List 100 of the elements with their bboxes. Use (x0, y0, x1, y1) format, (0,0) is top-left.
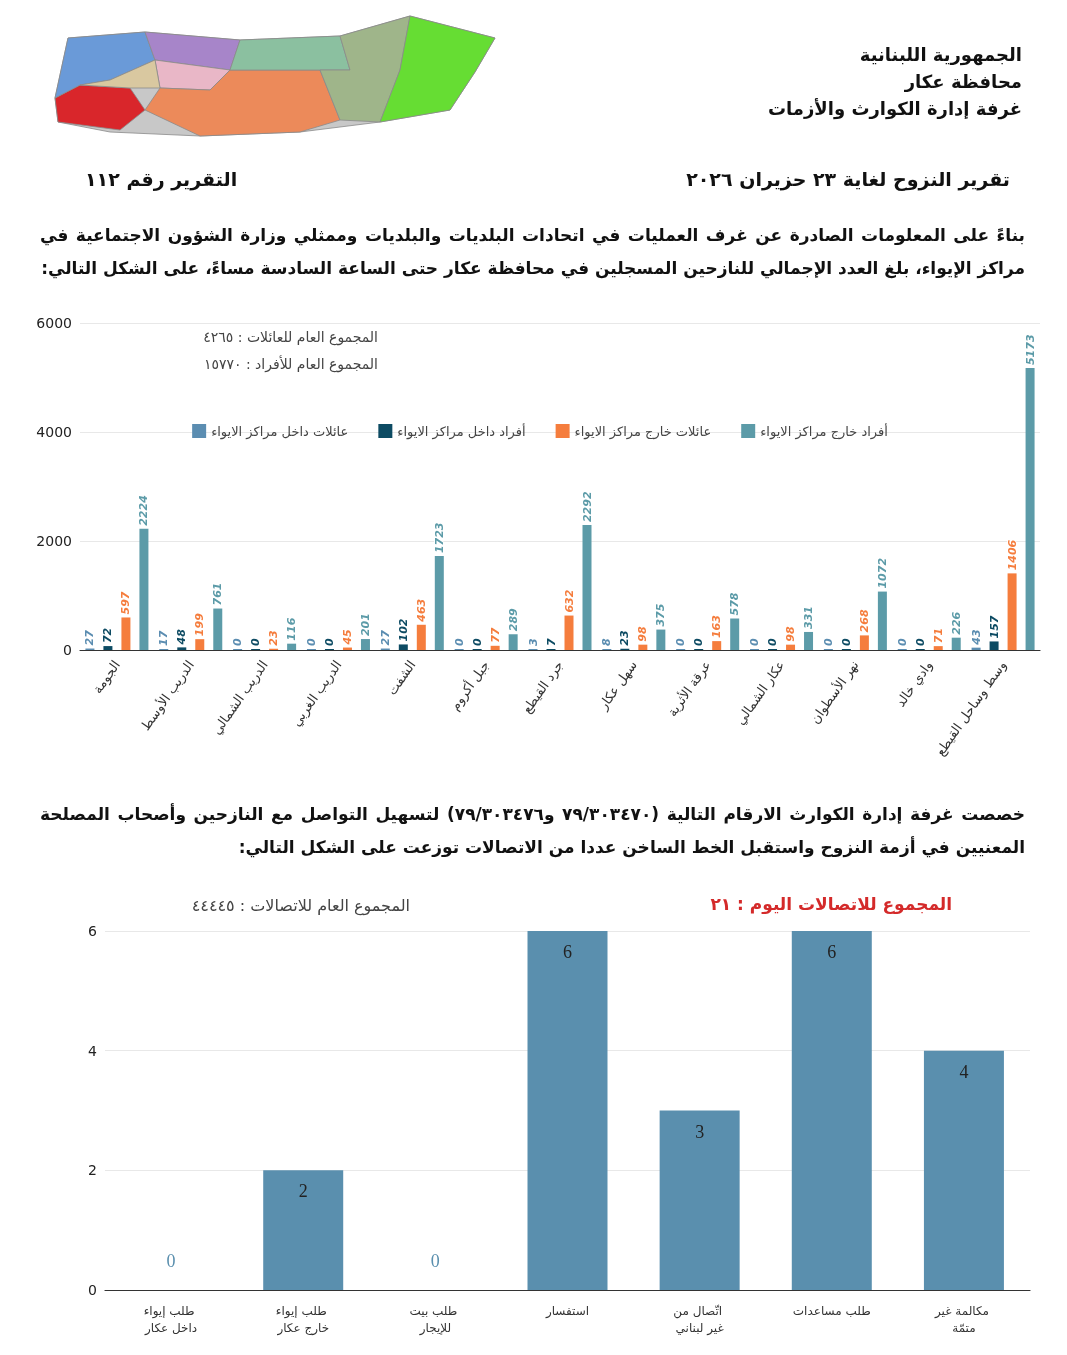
bar (989, 641, 999, 650)
data-label: 8 (600, 638, 614, 646)
data-label: 0 (304, 638, 318, 646)
data-label: 2224 (137, 495, 151, 526)
data-label: 0 (821, 638, 835, 646)
bar (638, 644, 648, 650)
data-label: 7 (544, 638, 558, 646)
bar (490, 645, 500, 650)
y-tick-label: 4 (88, 1042, 98, 1059)
data-label: 0 (913, 638, 927, 646)
legend-label: عائلات داخل مراكز الايواء (211, 423, 349, 440)
data-label: 23 (618, 630, 632, 646)
y-tick-label: 6 (88, 923, 98, 939)
annotation: المجموع العام للأفراد : ١٥٧٧٠ (203, 356, 378, 372)
data-label: 226 (949, 611, 963, 635)
data-label: 761 (211, 582, 225, 606)
bar (933, 646, 943, 650)
bar (508, 634, 518, 650)
data-label: 1723 (432, 522, 446, 554)
chart-subtitle: بناءً على المعلومات الصادرة عن غرف العمليات في اتحادات البلديات والبلديات وممثلي وزارة الشؤون الاجتماعية في مراكز الإيواء، بلغ العدد الإجمالي للنازحين المسجلين في محافظة عكار حتى الساعة السادسة مساءً، على الشكل التالي: (40, 224, 1025, 281)
bar (287, 643, 297, 650)
data-label: 3 (695, 1121, 705, 1142)
data-label: 98 (636, 626, 650, 642)
data-label: 597 (119, 591, 133, 615)
x-tick-label: اتّصال من غير لبناني (673, 1303, 726, 1336)
data-label: 45 (340, 628, 354, 646)
data-label: 331 (802, 605, 816, 629)
data-label: 375 (654, 603, 668, 627)
bar (360, 639, 370, 650)
x-tick-label: طلب بيت للإيجار (409, 1303, 462, 1336)
text: غرفة إدارة الكوارث والأزمات (768, 98, 1022, 119)
bar (877, 591, 887, 650)
x-tick-label: الجومة (89, 657, 124, 697)
bar (121, 617, 131, 650)
text: محافظة عكار (904, 71, 1022, 92)
data-label: 289 (506, 607, 520, 632)
bar (923, 1050, 1004, 1290)
data-label: 0 (430, 1251, 440, 1271)
x-tick-label: الدريب الشمالي (208, 657, 272, 738)
data-label: 0 (166, 1251, 176, 1271)
data-label: 27 (83, 629, 97, 646)
data-label: 3 (526, 638, 540, 646)
x-tick-label: جبل أكروم (446, 657, 494, 714)
data-label: 463 (414, 598, 428, 623)
data-label: 0 (839, 638, 853, 646)
x-tick-label: الشفت (384, 657, 419, 698)
data-label: 102 (396, 618, 410, 642)
bar (1025, 368, 1035, 650)
data-label: 199 (193, 612, 207, 637)
data-label: 1072 (875, 557, 889, 589)
bar (139, 528, 149, 650)
data-label: 0 (322, 638, 336, 646)
data-label: 2292 (580, 491, 594, 523)
bar (263, 1170, 344, 1290)
x-tick-label: عرقة الأثرية (663, 657, 715, 720)
data-label: 4 (959, 1061, 969, 1082)
data-label: 6 (563, 942, 572, 962)
chart-title: خصصت غرفة إدارة الكوارث الارقام التالية (٧٩/٣٠٣٤٧٠ و٧٩/٣٠٣٤٧٦) لتسهيل التواصل مع النازحين وأصحاب المصلحة المعنيين في أزمة النزوح واستقبل الخط الساخن عددا من الاتصالات توزعت على الشكل التالي: (40, 802, 1025, 860)
text: المجموع العام للاتصالات : ٤٤٤٤٥ (191, 896, 410, 915)
y-tick-label: 2 (88, 1162, 97, 1179)
bar (416, 624, 426, 650)
text: المجموع للاتصالات اليوم : ٢١ (710, 894, 952, 914)
data-label: 27 (378, 629, 392, 646)
bar (951, 637, 961, 650)
data-label: 0 (452, 638, 466, 646)
x-tick-label: سهل عكار (594, 657, 641, 714)
data-label: 77 (488, 627, 502, 643)
bar (791, 931, 872, 1290)
data-label: 0 (692, 638, 706, 646)
x-tick-label: عكار الشمالي (732, 657, 789, 729)
bar (1007, 573, 1017, 650)
x-tick-label: الدريب الغربي (288, 657, 346, 730)
bar (434, 556, 444, 650)
y-tick-label: 0 (63, 642, 72, 658)
bar (804, 631, 814, 650)
x-tick-label: طلب إيواء داخل عكار (143, 1303, 199, 1336)
data-label: 48 (175, 628, 189, 646)
data-label: 71 (931, 627, 945, 644)
data-label: 578 (728, 592, 742, 616)
bar (103, 646, 113, 650)
data-label: 0 (470, 638, 484, 646)
data-label: 6 (827, 942, 837, 962)
bar (398, 644, 408, 650)
x-tick-label: مكالمة غير متمّة (933, 1303, 993, 1335)
y-tick-label: 0 (88, 1282, 97, 1298)
data-label: 116 (285, 617, 299, 641)
data-label: 98 (784, 626, 798, 642)
data-label: 268 (857, 609, 871, 633)
data-label: 163 (710, 614, 724, 639)
data-label: 23 (267, 630, 281, 646)
annotation: المجموع العام للعائلات : ٤٢٦٥ (203, 329, 378, 345)
y-tick-label: 4000 (36, 424, 72, 440)
data-label: 0 (231, 638, 245, 646)
chart-title: تقرير النزوح لغاية ٢٣ حزيران ٢٠٢٦ (686, 168, 1010, 190)
data-label: 0 (766, 638, 780, 646)
bar (527, 931, 608, 1290)
text: التقرير رقم ١١٢ (85, 168, 238, 190)
legend-label: أفراد خارج مراكز الايواء (760, 422, 888, 440)
data-label: 632 (562, 589, 576, 613)
data-label: 0 (895, 638, 909, 646)
